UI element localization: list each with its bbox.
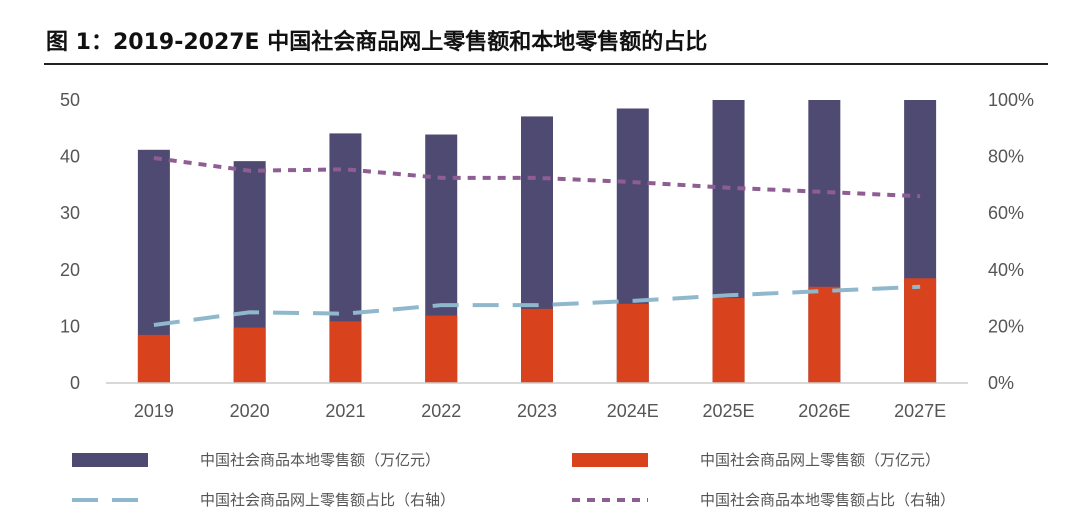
y-left-tick: 30: [60, 203, 80, 223]
legend-label: 中国社会商品本地零售额（万亿元）: [200, 451, 440, 469]
y-right-tick: 40%: [988, 260, 1024, 280]
tick-layer: 0 10 20 30 40 50 0% 20% 40% 60% 80% 100% 2019 2020 202…: [60, 90, 1034, 421]
x-tick-label: 2019: [134, 401, 174, 421]
x-tick-label: 2022: [421, 401, 461, 421]
bar-online-2023: [521, 308, 553, 383]
bar-layer: [137, 100, 937, 384]
bar-online-2025E: [712, 298, 745, 383]
chart-title: 图 1：2019-2027E 中国社会商品网上零售额和本地零售额的占比: [46, 30, 708, 55]
line-online-share: [153, 284, 921, 327]
line-layer: [153, 156, 921, 327]
legend-label: 中国社会商品网上零售额（万亿元）: [700, 451, 940, 469]
x-tick-label: 2025E: [703, 401, 755, 421]
legend: 中国社会商品本地零售额（万亿元） 中国社会商品网上零售额（万亿元） 中国社会商品网上…: [72, 451, 955, 509]
bar-online-2019: [137, 334, 170, 383]
x-tick-label: 2021: [325, 401, 365, 421]
x-tick-label: 2027E: [894, 401, 946, 421]
y-right-tick: 0%: [988, 373, 1014, 393]
y-left-tick: 10: [60, 316, 80, 336]
legend-swatch: [72, 453, 148, 467]
title-divider: [44, 63, 1048, 65]
bar-online-2021: [329, 321, 362, 383]
legend-label: 中国社会商品本地零售额占比（右轴）: [700, 491, 955, 509]
x-tick-label: 2024E: [607, 401, 659, 421]
x-tick-label: 2023: [517, 401, 557, 421]
legend-label: 中国社会商品网上零售额占比（右轴）: [200, 491, 455, 509]
legend-item: 中国社会商品本地零售额占比（右轴）: [572, 491, 955, 509]
bar-online-2020: [233, 327, 266, 383]
bar-online-2026E: [808, 286, 841, 383]
y-left-tick: 40: [60, 147, 80, 167]
y-right-tick: 60%: [988, 203, 1024, 223]
legend-item: 中国社会商品网上零售额占比（右轴）: [72, 491, 455, 509]
legend-item: 中国社会商品网上零售额（万亿元）: [572, 451, 940, 469]
x-tick-label: 2026E: [798, 401, 850, 421]
y-right-tick: 80%: [988, 147, 1024, 167]
x-tick-label: 2020: [230, 401, 270, 421]
bar-online-2022: [425, 315, 458, 383]
y-left-tick: 20: [60, 260, 80, 280]
y-right-tick: 100%: [988, 90, 1034, 110]
bar-online-2027E: [904, 278, 937, 383]
y-right-tick: 20%: [988, 316, 1024, 336]
y-left-tick: 50: [60, 90, 80, 110]
bar-online-2024E: [616, 303, 649, 383]
y-left-tick: 0: [70, 373, 80, 393]
legend-swatch: [572, 453, 648, 467]
legend-item: 中国社会商品本地零售额（万亿元）: [72, 451, 440, 469]
